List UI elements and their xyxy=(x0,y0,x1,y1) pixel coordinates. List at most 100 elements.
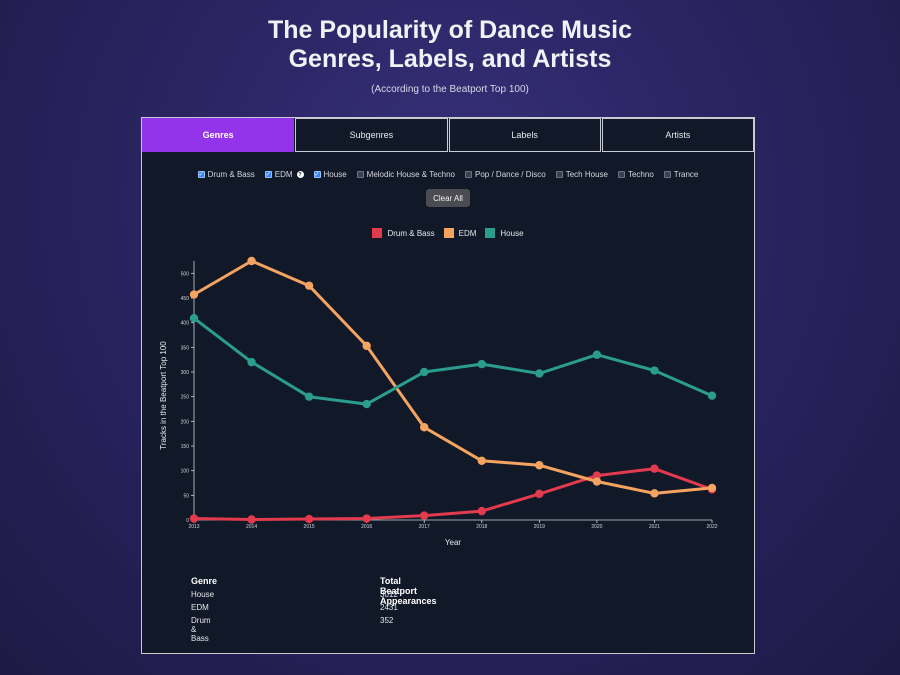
data-point-edm xyxy=(247,256,256,266)
summary-total: 3012 xyxy=(380,590,398,599)
page-title-line-2: Genres, Labels, and Artists xyxy=(288,45,612,73)
genre-filter-list: ✓ Drum & Bass ✓ EDM ? ✓ House Melodic Ho… xyxy=(142,170,754,179)
data-point-drum-bass xyxy=(477,506,486,516)
series-line-edm xyxy=(193,259,713,495)
y-tick-label: 400 xyxy=(181,321,190,327)
summary-header-total: Total Beatport Appearances xyxy=(380,576,437,606)
y-tick-label: 0 xyxy=(186,518,189,524)
checkbox-checked-icon[interactable]: ✓ xyxy=(197,171,205,178)
filter-trance[interactable]: Trance xyxy=(663,170,699,179)
series-line-house xyxy=(193,317,713,406)
x-tick-label: 2016 xyxy=(361,524,372,530)
tab-genres[interactable]: Genres xyxy=(142,118,295,152)
x-tick-label: 2015 xyxy=(304,524,315,530)
page-title: The Popularity of Dance Music Genres, La… xyxy=(0,16,900,74)
clear-all-button[interactable]: Clear All xyxy=(426,189,470,207)
y-tick-label: 300 xyxy=(181,370,190,376)
summary-header-genre: Genre xyxy=(191,576,218,586)
y-tick-label: 450 xyxy=(181,296,190,302)
page-title-line-1: The Popularity of Dance Music xyxy=(268,16,632,44)
checkbox-unchecked-icon[interactable] xyxy=(555,171,563,178)
y-axis-label: Tracks in the Beatport Top 100 xyxy=(159,341,168,450)
data-point-house xyxy=(650,366,659,375)
y-tick-label: 500 xyxy=(181,271,190,277)
legend-item-drum-and-bass[interactable]: Drum & Bass xyxy=(372,228,435,238)
checkbox-unchecked-icon[interactable] xyxy=(465,171,473,178)
legend-item-edm[interactable]: EDM xyxy=(443,228,476,238)
data-point-edm xyxy=(650,489,659,498)
data-point-house xyxy=(189,314,199,323)
filter-label: Pop / Dance / Disco xyxy=(475,170,546,179)
data-point-drum-bass xyxy=(592,471,602,480)
legend-swatch xyxy=(372,228,383,238)
filter-tech-house[interactable]: Tech House xyxy=(555,170,608,179)
y-tick-label: 250 xyxy=(181,395,190,401)
data-point-edm xyxy=(420,423,429,432)
checkbox-unchecked-icon[interactable] xyxy=(663,171,671,178)
filter-pop-dance-disco[interactable]: Pop / Dance / Disco xyxy=(465,170,546,179)
tab-labels[interactable]: Labels xyxy=(448,118,601,152)
legend-item-house[interactable]: House xyxy=(485,228,524,238)
data-point-edm xyxy=(362,341,371,351)
legend-label: Drum & Bass xyxy=(387,228,435,238)
legend-label: House xyxy=(500,228,524,238)
x-tick-label: 2014 xyxy=(246,524,257,530)
data-point-house xyxy=(362,399,371,409)
data-point-drum-bass xyxy=(189,514,199,523)
filter-drum-and-bass[interactable]: ✓ Drum & Bass xyxy=(197,170,255,179)
y-tick-label: 350 xyxy=(181,345,190,351)
filter-edm[interactable]: ✓ EDM ? xyxy=(264,170,304,179)
data-point-edm xyxy=(477,456,486,465)
y-tick-label: 150 xyxy=(181,444,190,450)
x-tick-label: 2017 xyxy=(419,524,430,530)
tab-subgenres[interactable]: Subgenres xyxy=(295,118,448,152)
data-point-drum-bass xyxy=(535,489,544,499)
filter-label: Melodic House & Techno xyxy=(366,170,456,179)
filter-techno[interactable]: Techno xyxy=(617,170,654,179)
page-subtitle: (According to the Beatport Top 100) xyxy=(371,84,529,95)
summary-genre: EDM xyxy=(191,603,209,612)
data-point-drum-bass xyxy=(420,511,429,520)
summary-total: 2431 xyxy=(380,603,398,612)
filter-label: Tech House xyxy=(565,170,608,179)
data-point-house xyxy=(247,357,256,367)
data-point-edm xyxy=(189,290,199,299)
x-tick-label: 2022 xyxy=(706,524,717,530)
filter-house[interactable]: ✓ House xyxy=(313,170,347,179)
x-tick-label: 2013 xyxy=(188,524,199,530)
y-tick-label: 50 xyxy=(183,493,189,499)
filter-label: Trance xyxy=(673,170,699,179)
tab-bar: Genres Subgenres Labels Artists xyxy=(142,118,754,152)
checkbox-unchecked-icon[interactable] xyxy=(617,171,625,178)
summary-total: 352 xyxy=(380,616,394,625)
data-point-house xyxy=(707,391,717,400)
checkbox-unchecked-icon[interactable] xyxy=(356,171,364,178)
legend-swatch xyxy=(485,228,496,238)
chart-legend: Drum & Bass EDM House xyxy=(142,228,754,238)
line-chart: 0 50 100 150 200 250 300 350 400 450 500 2013 2014 20… xyxy=(159,256,718,547)
filter-melodic-house-techno[interactable]: Melodic House & Techno xyxy=(356,170,456,179)
data-point-drum-bass xyxy=(247,515,256,524)
y-tick-label: 200 xyxy=(181,419,190,425)
x-axis-label: Year xyxy=(445,538,462,547)
chart-panel: Genres Subgenres Labels Artists ✓ Drum &… xyxy=(141,117,755,654)
data-point-house xyxy=(592,350,602,359)
data-point-drum-bass xyxy=(304,514,314,524)
x-tick-label: 2019 xyxy=(534,524,545,530)
data-point-edm xyxy=(707,483,717,493)
y-tick-label: 100 xyxy=(181,469,190,475)
checkbox-checked-icon[interactable]: ✓ xyxy=(264,171,272,178)
tab-artists[interactable]: Artists xyxy=(601,118,754,152)
filter-label: House xyxy=(323,170,347,179)
data-point-house xyxy=(304,392,314,401)
data-point-edm xyxy=(592,477,602,486)
legend-swatch xyxy=(443,228,454,238)
filter-label: Drum & Bass xyxy=(207,170,255,179)
info-icon[interactable]: ? xyxy=(296,171,304,178)
data-point-house xyxy=(477,359,486,369)
summary-genre: Drum & Bass xyxy=(191,616,211,643)
checkbox-checked-icon[interactable]: ✓ xyxy=(313,171,321,178)
data-point-drum-bass xyxy=(362,514,371,523)
series-line-drum-bass xyxy=(193,467,713,521)
x-tick-label: 2018 xyxy=(476,524,487,530)
